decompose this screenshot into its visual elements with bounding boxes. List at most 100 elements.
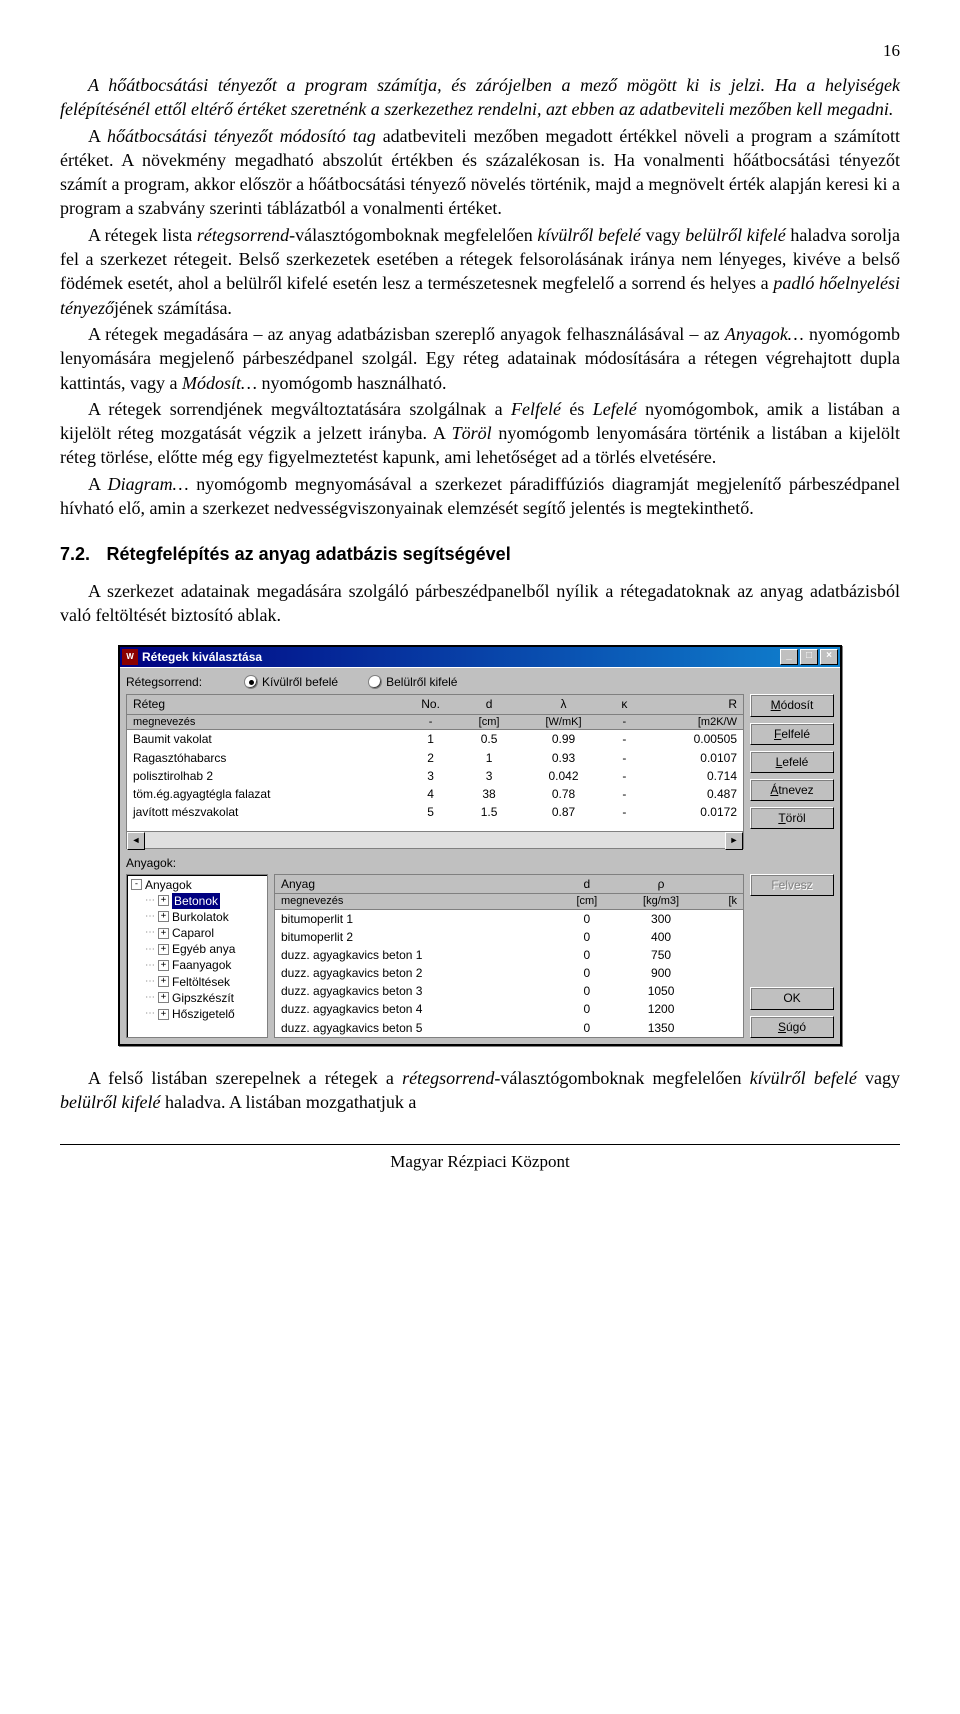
fp-e: vagy [857,1068,900,1088]
page-number: 16 [60,40,900,63]
titlebar[interactable]: W Rétegek kiválasztása _ □ × [120,647,840,667]
ok-button[interactable]: OK [750,987,834,1009]
p3a: A rétegek lista [88,225,197,245]
p4d: Módosít… [182,373,257,393]
modosit-button[interactable]: Módosít [750,694,834,716]
th-name[interactable]: Réteg [127,695,402,714]
fp-a: A felső listában szerepelnek a rétegek a [88,1068,402,1088]
para1-text: A hőátbocsátási tényezőt a program számí… [60,75,900,119]
scroll-right-icon[interactable]: ► [725,832,743,850]
mth-name[interactable]: Anyag [275,875,557,894]
minimize-button[interactable]: _ [780,649,798,665]
fp-f: belülről kifelé [60,1092,160,1112]
sugo-button[interactable]: Súgó [750,1016,834,1038]
torol-button[interactable]: Töröl [750,807,834,829]
fp-c: -választógomboknak megfelelően [494,1068,749,1088]
p5d: Lefelé [593,399,637,419]
p5c: és [561,399,593,419]
materials-table[interactable]: Anyag d ρ megnevezés [cm] [kg/m3] [k bit… [274,874,744,1038]
tree-item[interactable]: ⋯+Burkolatok [127,909,267,925]
table-row[interactable]: duzz. agyagkavics beton 301050 [275,982,743,1000]
body-para-3: A rétegek lista rétegsorrend-választógom… [60,223,900,320]
after-section-para: A szerkezet adatainak megadására szolgál… [60,579,900,628]
radio-out-in[interactable]: Kívülről befelé [244,674,338,690]
section-heading: 7.2. Rétegfelépítés az anyag adatbázis s… [60,542,900,566]
mth-extra[interactable] [705,875,743,894]
tree-item[interactable]: ⋯+Egyéb anya [127,941,267,957]
radio-dot-icon [368,675,382,689]
th-d[interactable]: d [459,695,519,714]
body-para-5: A rétegek sorrendjének megváltoztatására… [60,397,900,470]
mth-extra-u: [k [705,893,743,909]
tree-item[interactable]: -Anyagok [127,877,267,893]
th-no[interactable]: No. [402,695,459,714]
fp-g: haladva. A listában mozgathatjuk a [160,1092,416,1112]
th-d-u: [cm] [459,714,519,730]
felfele-button[interactable]: Felfelé [750,723,834,745]
maximize-button[interactable]: □ [800,649,818,665]
fp-b: rétegsorrend [402,1068,494,1088]
lefele-button[interactable]: Lefelé [750,751,834,773]
th-l-u: [W/mK] [519,714,608,730]
fp-d: kívülről befelé [750,1068,857,1088]
table-row[interactable]: Ragasztóhabarcs210.93-0.0107 [127,749,743,767]
mth-name2: megnevezés [275,893,557,909]
table-row[interactable]: duzz. agyagkavics beton 501350 [275,1019,743,1037]
th-R[interactable]: R [641,695,743,714]
p3e: vagy [641,225,685,245]
p6b: Diagram… [108,474,189,494]
p4e: nyomógomb használható. [257,373,446,393]
th-kappa[interactable]: κ [608,695,641,714]
tree-item[interactable]: ⋯+Faanyagok [127,957,267,973]
dialog-window: W Rétegek kiválasztása _ □ × Rétegsorren… [118,645,842,1046]
table-row[interactable]: polisztirolhab 2330.042-0.714 [127,767,743,785]
th-no-u: - [402,714,459,730]
body-para-4: A rétegek megadására – az anyag adatbázi… [60,322,900,395]
table-row[interactable]: bitumoperlit 20400 [275,928,743,946]
section-title: Rétegfelépítés az anyag adatbázis segíts… [107,544,511,564]
tree-item[interactable]: ⋯+Betonok [127,893,267,909]
mth-rho-u: [kg/m3] [617,893,705,909]
radio-dot-icon [244,675,258,689]
mth-d[interactable]: d [557,875,617,894]
anyagok-label: Anyagok: [126,855,834,871]
footer-rule [60,1144,900,1145]
tree-item[interactable]: ⋯+Hőszigetelő [127,1006,267,1022]
atnevez-button[interactable]: Átnevez [750,779,834,801]
window-title: Rétegek kiválasztása [142,649,780,665]
tree-item[interactable]: ⋯+Feltöltések [127,974,267,990]
th-name2: megnevezés [127,714,402,730]
p5b: Felfelé [511,399,561,419]
tree-item[interactable]: ⋯+Caparol [127,925,267,941]
layers-table[interactable]: Réteg No. d λ κ R megnevezés - [cm] [W/m… [126,694,744,849]
p3i: jének számítása. [114,298,232,318]
table-row[interactable]: duzz. agyagkavics beton 10750 [275,946,743,964]
p3d: kívülről befelé [537,225,641,245]
mth-rho[interactable]: ρ [617,875,705,894]
felvesz-button[interactable]: Felvesz [750,874,834,896]
table-row[interactable]: bitumoperlit 10300 [275,909,743,928]
table-row[interactable]: duzz. agyagkavics beton 401200 [275,1000,743,1018]
p3f: belülről kifelé [685,225,786,245]
body-para-6: A Diagram… nyomógomb megnyomásával a sze… [60,472,900,521]
tree-item[interactable]: ⋯+Gipszkészít [127,990,267,1006]
material-tree[interactable]: -Anyagok⋯+Betonok⋯+Burkolatok⋯+Caparol⋯+… [126,874,268,1038]
table-row[interactable]: töm.ég.agyagtégla falazat4380.78-0.487 [127,785,743,803]
order-radio-group: Rétegsorrend: Kívülről befelé Belülről k… [126,674,834,690]
close-button[interactable]: × [820,649,838,665]
table-row[interactable]: duzz. agyagkavics beton 20900 [275,964,743,982]
app-icon: W [122,649,138,665]
h-scrollbar[interactable]: ◄ ► [127,831,743,848]
table-row[interactable]: Baumit vakolat10.50.99-0.00505 [127,730,743,749]
th-k-u: - [608,714,641,730]
footer-center: Magyar Rézpiaci Központ [60,1151,900,1174]
footer-para: A felső listában szerepelnek a rétegek a… [60,1066,900,1115]
radio-in-out[interactable]: Belülről kifelé [368,674,457,690]
th-lambda[interactable]: λ [519,695,608,714]
table-row[interactable]: javított mészvakolat51.50.87-0.0172 [127,803,743,821]
p4a: A rétegek megadására – az anyag adatbázi… [88,324,725,344]
scroll-left-icon[interactable]: ◄ [127,832,145,850]
order-label: Rétegsorrend: [126,674,202,690]
body-para-2: A hőátbocsátási tényezőt módosító tag ad… [60,124,900,221]
body-para-1: A hőátbocsátási tényezőt a program számí… [60,73,900,122]
